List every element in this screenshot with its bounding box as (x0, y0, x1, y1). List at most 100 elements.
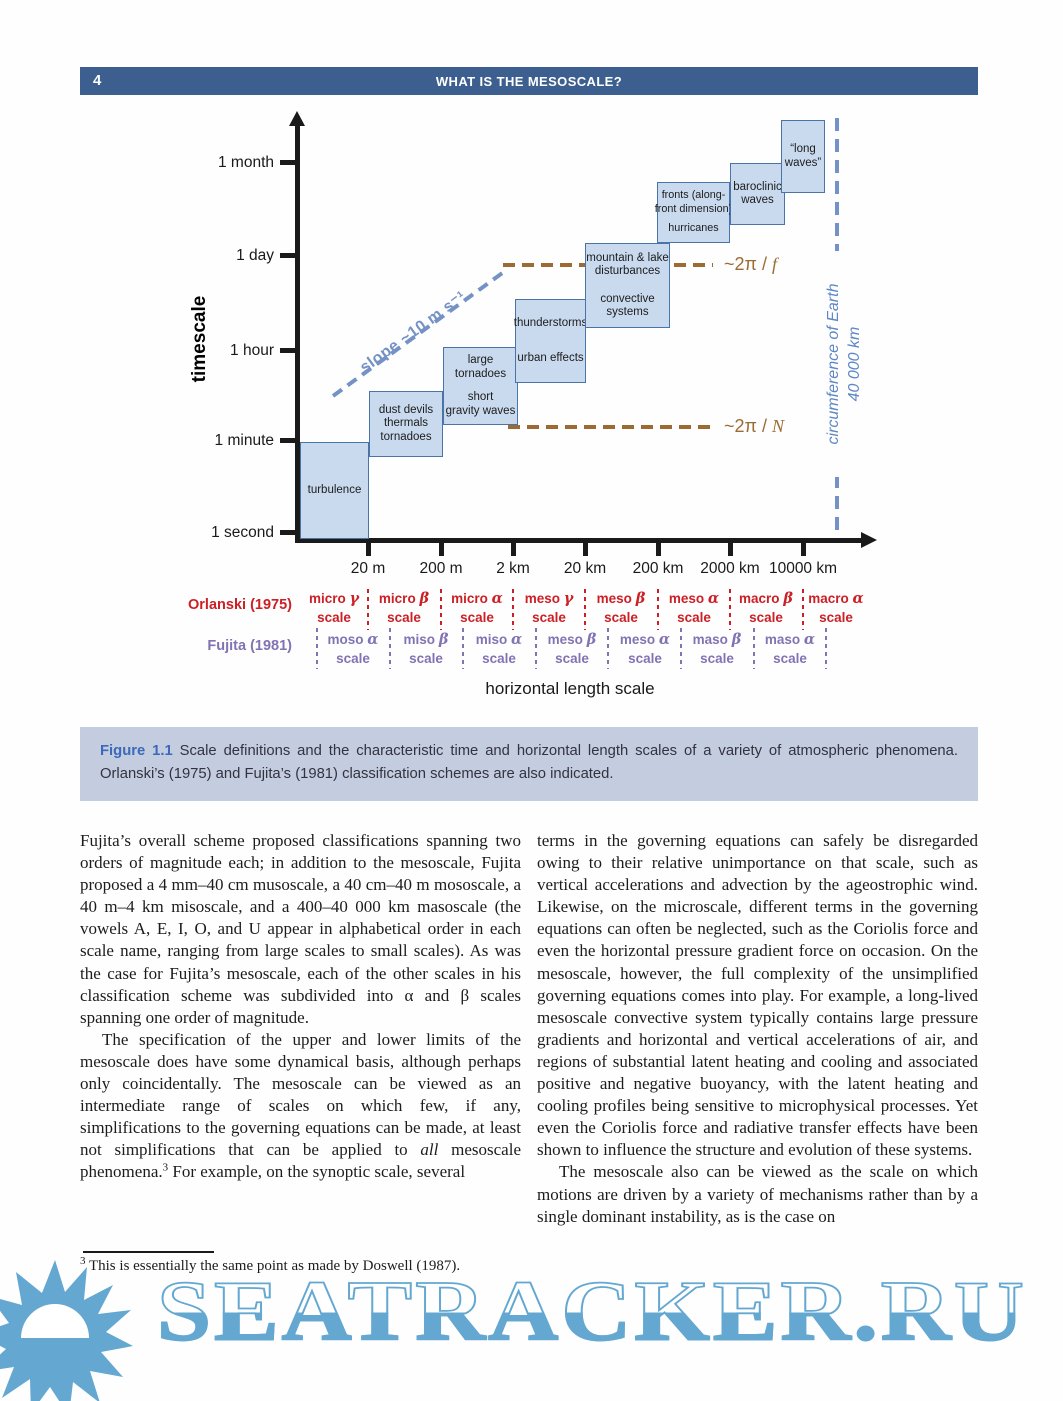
scale-word: scale (482, 651, 516, 666)
fujita-cell: maso β scale (682, 630, 752, 668)
y-axis-title: timescale (189, 295, 210, 383)
y-tick (280, 253, 297, 258)
footnote-marker: 3 (162, 1161, 169, 1174)
scale-name: micro (308, 591, 350, 606)
scale-word: scale (460, 610, 494, 625)
greek-letter: γ (563, 590, 574, 607)
fujita-divider (825, 628, 827, 669)
italic-word: all (420, 1140, 439, 1160)
scale-name: micro (451, 591, 492, 606)
circumference-value: 40 000 km (846, 326, 863, 402)
fujita-cell: miso α scale (464, 630, 534, 668)
fujita-row-label: Fujita (1981) (207, 638, 292, 654)
x-axis-arrowhead (861, 532, 877, 548)
phenomenon-box-thunderstorms: thunderstorms urban effects (513, 299, 588, 383)
brunt-label-variable: N (771, 416, 784, 436)
watermark-sun-logo (0, 1260, 133, 1401)
scale-word: scale (700, 651, 734, 666)
x-tick-label: 200 m (419, 560, 463, 577)
figure-caption: Figure 1.1 Scale definitions and the cha… (80, 727, 978, 801)
coriolis-label-variable: f (771, 254, 777, 274)
greek-letter: α (658, 631, 671, 648)
fujita-divider (462, 628, 464, 669)
circumference-text: circumference of Earth (825, 283, 842, 445)
phenomenon-box-long-waves: “long waves” (781, 120, 825, 193)
box-line: thunderstorms (513, 316, 588, 329)
scale-name: meso (524, 591, 564, 606)
sun-dome (21, 1304, 89, 1338)
coriolis-limit-label: ~2π / f (724, 254, 777, 275)
orlanski-cell: meso γ scale (514, 589, 584, 627)
x-tick (366, 543, 371, 556)
fujita-divider (535, 628, 537, 669)
orlanski-cell: macro α scale (801, 589, 871, 627)
scale-name: macro (808, 591, 853, 606)
footnote-rule (83, 1251, 214, 1253)
x-tick (656, 543, 661, 556)
paragraph: The mesoscale also can be viewed as the … (537, 1162, 978, 1226)
scale-name: miso (475, 632, 512, 647)
orlanski-cell: micro α scale (442, 589, 512, 627)
x-tick-label: 2 km (496, 560, 530, 577)
box-line: disturbances (594, 265, 661, 277)
coriolis-label-prefix: ~2π / (724, 254, 772, 274)
y-axis (295, 125, 300, 543)
fujita-divider (607, 628, 609, 669)
scale-name: micro (378, 591, 420, 606)
earth-circumference-label: circumference of Earth 40 000 km (823, 251, 869, 477)
paragraph: The specification of the upper and lower… (80, 1029, 521, 1184)
x-tick-label: 10000 km (768, 560, 838, 577)
orlanski-cell: micro γ scale (299, 589, 369, 627)
x-tick-label: 20 km (563, 560, 607, 577)
y-tick-label: 1 minute (214, 432, 274, 449)
y-tick-label: 1 hour (230, 342, 274, 359)
paragraph: terms in the governing equations can saf… (537, 831, 978, 1160)
scale-word: scale (819, 610, 853, 625)
scale-word: scale (336, 651, 370, 666)
box-line: convective (600, 292, 655, 305)
scale-name: maso (692, 632, 732, 647)
page-header-bar: 4 WHAT IS THE MESOSCALE? (80, 67, 978, 95)
orlanski-divider (440, 589, 442, 630)
greek-letter: β (586, 631, 597, 648)
greek-letter: α (367, 631, 379, 648)
box-line: urban effects (517, 352, 584, 364)
fujita-cell: maso α scale (755, 630, 825, 668)
scale-word: scale (773, 651, 807, 666)
y-tick-label: 1 month (217, 154, 274, 171)
box-line: front dimension) (654, 202, 733, 215)
figure-caption-label: Figure 1.1 (100, 743, 173, 759)
orlanski-cell: micro β scale (369, 589, 439, 627)
phenomenon-box-fronts-hurricanes: fronts (along- front dimension) hurrican… (654, 182, 733, 243)
x-tick (583, 543, 588, 556)
paragraph-text: mesoscale phenomena. (80, 1140, 521, 1182)
scale-name: moso (327, 632, 368, 647)
box-line: large (467, 354, 494, 366)
orlanski-divider (512, 589, 514, 630)
orlanski-divider (584, 589, 586, 630)
x-tick-label: 2000 km (700, 560, 760, 577)
x-tick (728, 543, 733, 556)
page-number: 4 (93, 72, 102, 89)
fujita-divider (389, 628, 391, 669)
greek-letter: γ (349, 590, 360, 607)
phenomenon-box-dust-devils: dust devils thermals tornadoes (369, 391, 443, 457)
greek-letter: α (511, 631, 523, 648)
brunt-vaisala-limit-label: ~2π / N (724, 416, 784, 437)
footnote-text: This is essentially the same point as ma… (85, 1258, 461, 1274)
scale-word: scale (749, 610, 783, 625)
box-line: waves” (784, 156, 822, 169)
box-line: gravity waves (445, 404, 516, 417)
x-tick-label: 200 km (632, 560, 684, 577)
greek-letter: α (852, 590, 864, 607)
figure-1-1-chart: slope ~10 m s⁻¹ ~2π / f ~2π / N circumfe… (188, 111, 877, 698)
phenomenon-box-turbulence: turbulence (300, 442, 369, 539)
scale-name: meso (619, 632, 659, 647)
greek-letter: β (438, 631, 449, 648)
box-line: systems (606, 306, 649, 318)
box-line: baroclinic (733, 180, 782, 193)
greek-letter: α (707, 590, 720, 607)
greek-letter: β (783, 590, 793, 607)
box-line: turbulence (307, 483, 362, 496)
